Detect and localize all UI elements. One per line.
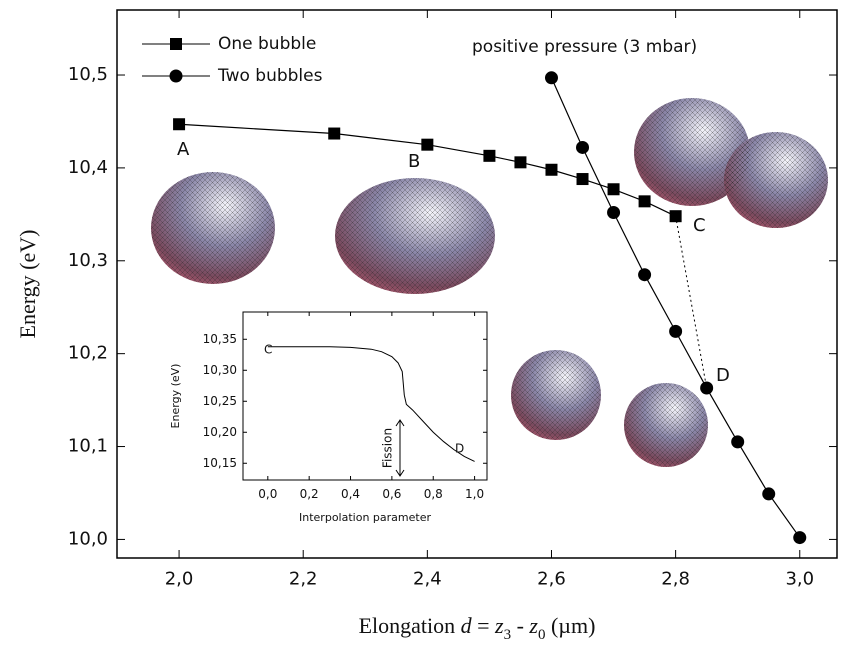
y-tick-label: 10,1 (68, 436, 108, 457)
x-tick-label: 2,8 (661, 569, 690, 590)
x-tick-label: 2,6 (537, 569, 566, 590)
y-tick-label: 10,2 (68, 343, 108, 364)
marker (545, 163, 558, 176)
y-tick-label: 10,25 (203, 394, 237, 408)
y-tick-label: 10,35 (203, 332, 237, 346)
x-label-part: 3 (504, 627, 512, 643)
y-axis-label: Energy (eV) (15, 230, 40, 339)
marker (576, 140, 590, 154)
main-plot (173, 71, 807, 545)
marker (762, 487, 776, 501)
x-tick-label: 0,6 (382, 487, 401, 501)
legend-marker (170, 38, 182, 50)
x-tick-label: 2,2 (289, 569, 318, 590)
x-label-part: Elongation (359, 613, 461, 638)
marker (576, 173, 589, 186)
marker (669, 324, 683, 338)
x-tick-label: 2,4 (413, 569, 442, 590)
x-label-part: z (494, 613, 504, 638)
x-tick-label: 3,0 (785, 569, 814, 590)
x-label-part: - (511, 613, 529, 638)
marker (514, 156, 527, 169)
marker (793, 531, 807, 545)
annotation: A (177, 139, 190, 160)
marker (607, 205, 621, 219)
y-tick-label: 10,3 (68, 250, 108, 271)
marker (700, 381, 714, 395)
x-tick-label: 0,2 (300, 487, 319, 501)
annotation: C (264, 343, 272, 357)
marker (638, 195, 651, 208)
x-label-part: = (472, 613, 495, 638)
x-label-part: z (528, 613, 538, 638)
x-label-part: 0 (538, 627, 546, 643)
marker (173, 118, 186, 131)
legend: One bubble Two bubbles (142, 34, 323, 86)
annotation: D (455, 442, 464, 456)
legend-label: One bubble (218, 34, 316, 54)
marker (607, 183, 620, 196)
x-tick-label: 1,0 (465, 487, 484, 501)
fission-arrow (395, 419, 405, 477)
x-tick-label: 0,8 (424, 487, 443, 501)
annotation: B (408, 151, 420, 172)
annotation: Fission (381, 428, 395, 468)
marker (731, 435, 745, 449)
plot-frame (116, 9, 838, 559)
annotation: D (716, 365, 730, 386)
x-tick-label: 0,4 (341, 487, 360, 501)
x-axis-label: Elongation d = z3 - z0 (µm) (359, 613, 596, 643)
series-line (179, 123, 676, 217)
marker (544, 71, 558, 85)
legend-marker (169, 69, 183, 83)
marker (328, 127, 341, 140)
inset-x-axis-label: Interpolation parameter (299, 511, 431, 524)
inset-frame (242, 311, 488, 481)
bubble-shapes (151, 98, 828, 467)
y-tick-label: 10,20 (203, 425, 237, 439)
x-tick-label: 0,0 (258, 487, 277, 501)
x-tick-label: 2,0 (165, 569, 194, 590)
marker (638, 268, 652, 282)
x-label-part: d (461, 613, 473, 638)
marker (483, 149, 496, 162)
y-tick-label: 10,15 (203, 456, 237, 470)
annotation: positive pressure (3 mbar) (472, 37, 697, 57)
series-line (267, 346, 475, 462)
legend-label: Two bubbles (217, 66, 323, 86)
x-label-part: (µm) (545, 613, 595, 638)
marker (421, 138, 434, 151)
y-tick-label: 10,5 (68, 64, 108, 85)
annotation: C (693, 215, 706, 236)
inset-y-axis-label: Energy (eV) (169, 364, 182, 429)
main-axes: 2,0 2,2 2,4 2,6 2,8 3,0 10,0 10,1 10,2 10,3 10,4 10… (68, 10, 837, 590)
y-tick-label: 10,30 (203, 363, 237, 377)
y-tick-label: 10,0 (68, 528, 108, 549)
inset-plot: 0,0 0,2 0,4 0,6 0,8 1,0 10,15 10,20 10,25 10,30 10… (203, 312, 487, 501)
y-tick-label: 10,4 (68, 157, 108, 178)
transition-line (675, 216, 708, 389)
